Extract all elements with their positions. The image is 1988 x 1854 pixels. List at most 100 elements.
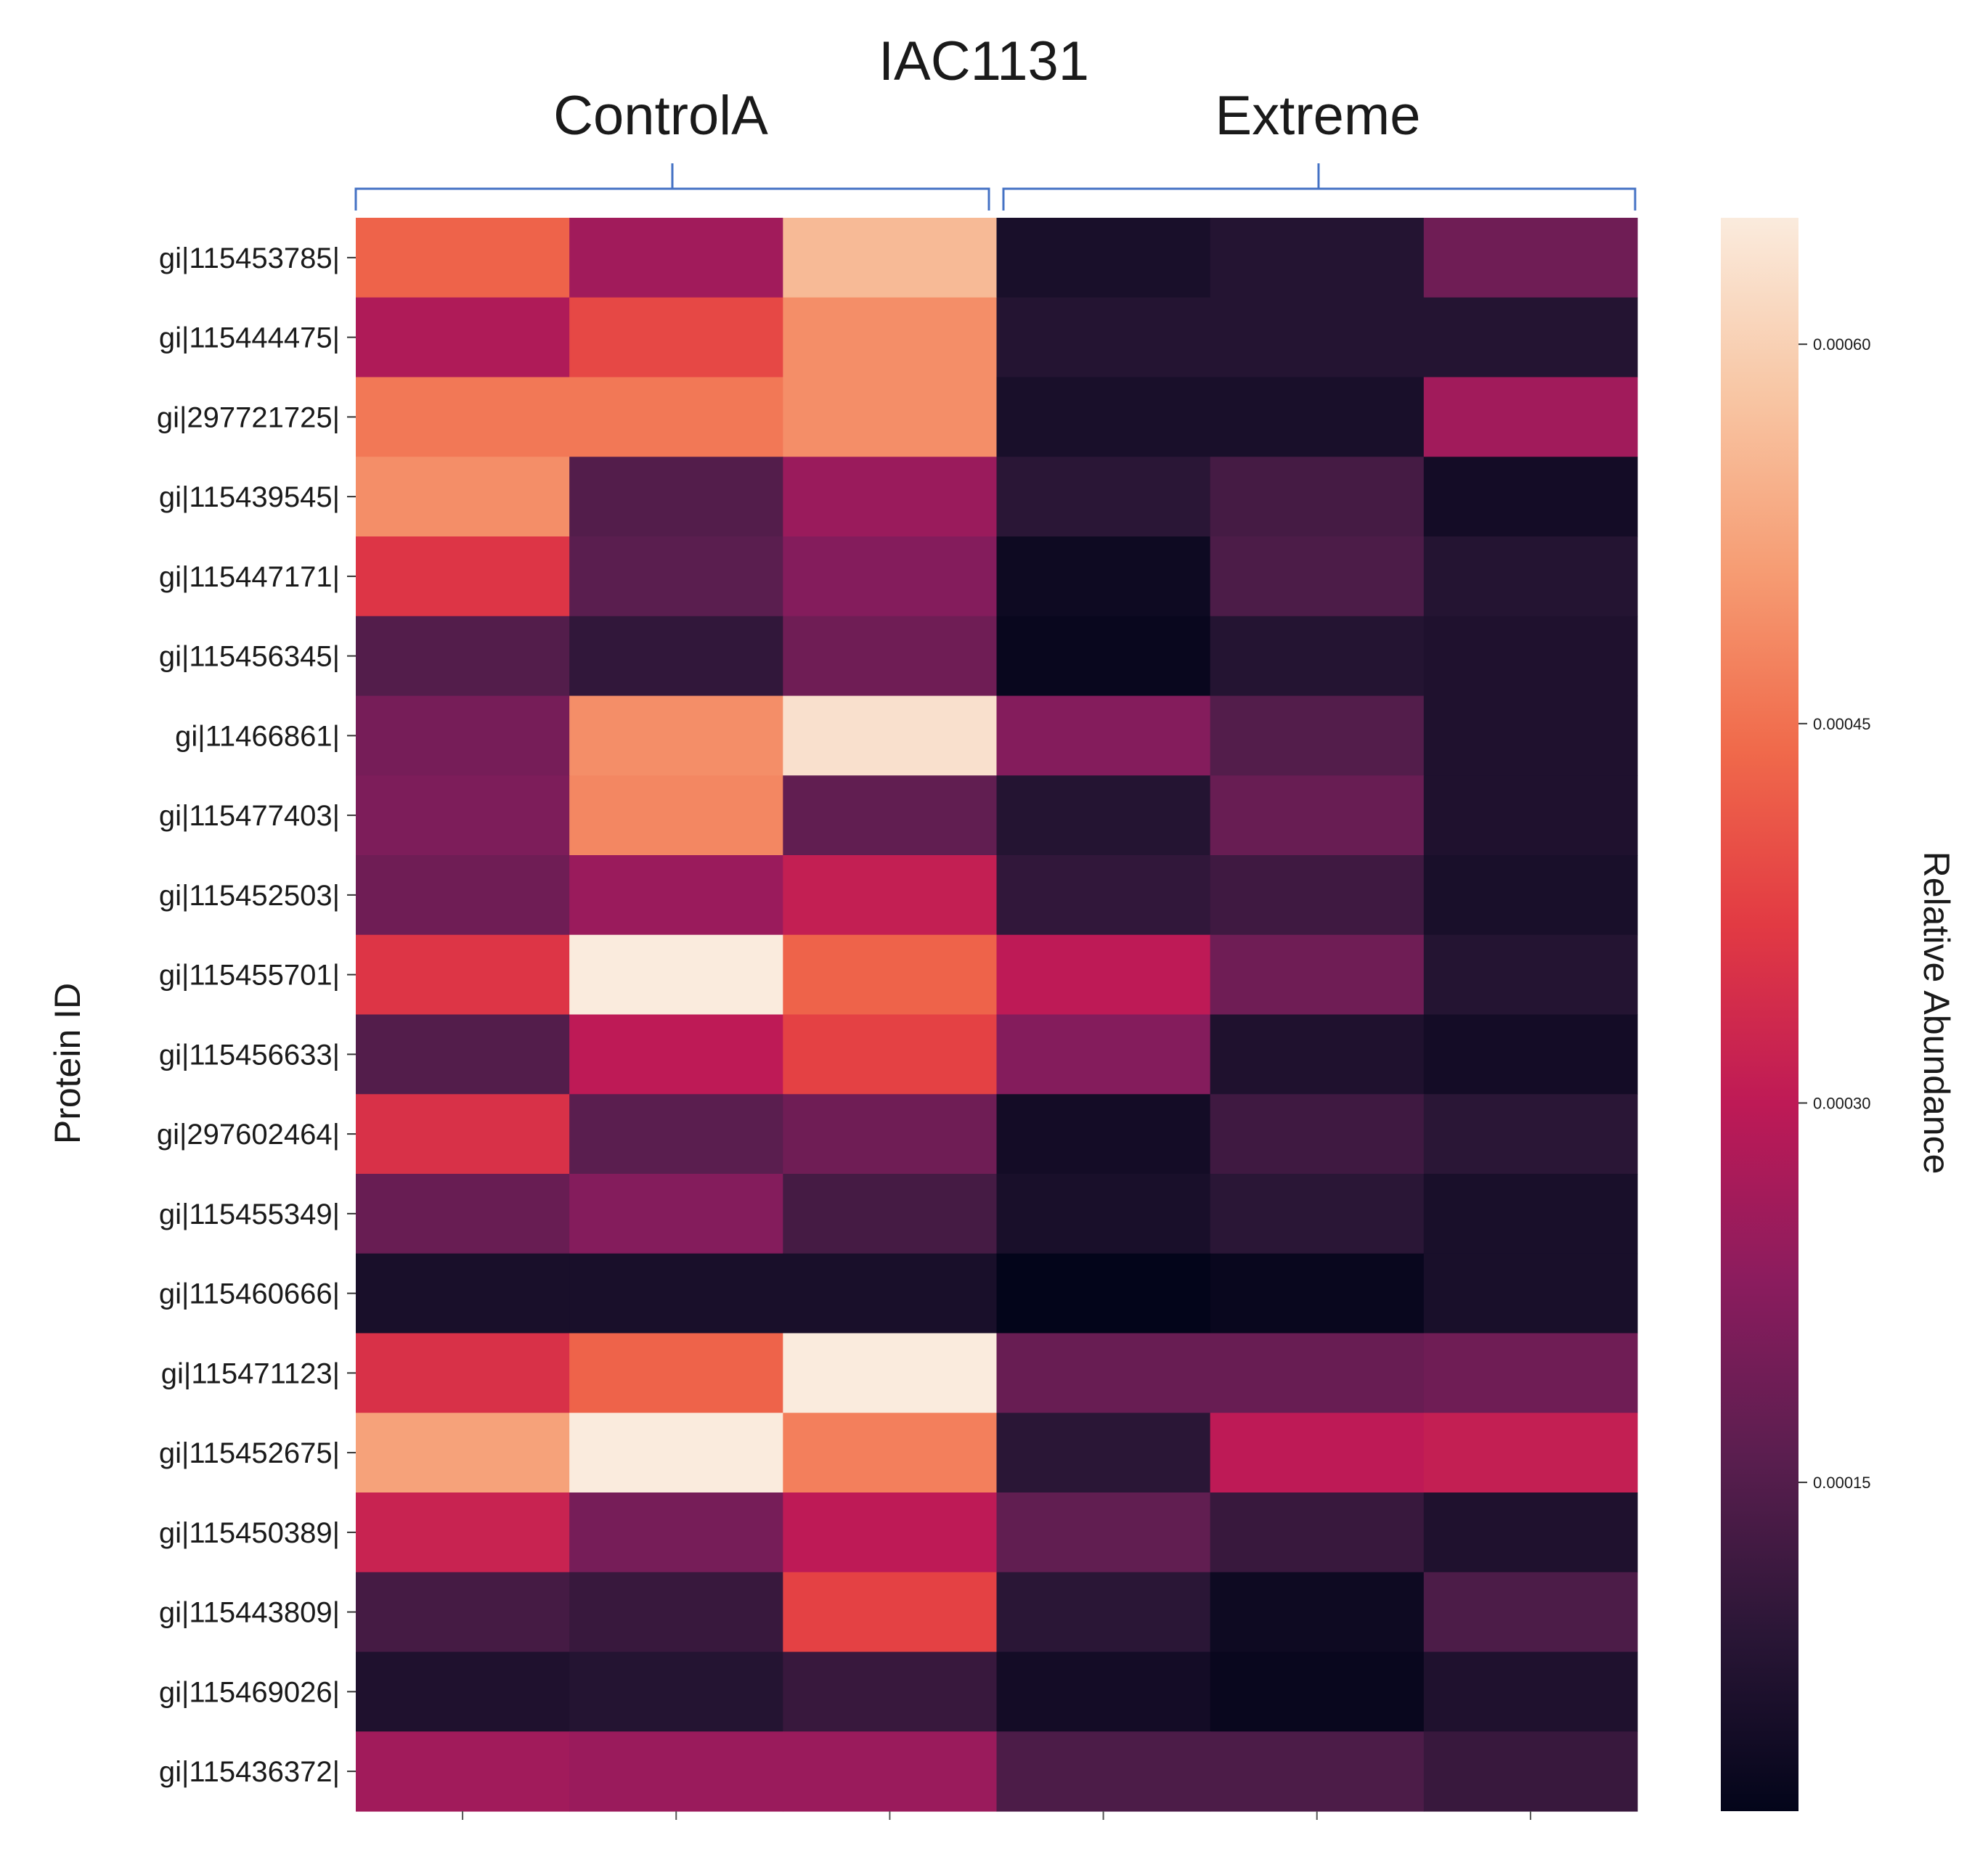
colorbar-label: Relative Abundance [1916, 852, 1957, 1175]
row-label: gi|115477403| [159, 800, 340, 832]
heatmap-cell [1423, 1094, 1638, 1175]
row-label: gi|115447171| [159, 561, 340, 593]
heatmap-cell [783, 1572, 998, 1653]
heatmap-cell [1423, 616, 1638, 697]
heatmap-cell [1423, 1333, 1638, 1413]
heatmap-cell [996, 616, 1211, 697]
heatmap-cell [996, 775, 1211, 856]
heatmap-cell [356, 457, 570, 537]
heatmap-cell [569, 695, 783, 776]
heatmap-cell [996, 457, 1211, 537]
heatmap-cell [783, 1014, 998, 1095]
heatmap-cell [996, 218, 1211, 298]
heatmap-cell [569, 218, 783, 298]
heatmap-cell [569, 297, 783, 378]
heatmap-cell [1210, 1731, 1425, 1812]
heatmap-cell [356, 1413, 570, 1493]
heatmap-cell [1423, 297, 1638, 378]
heatmap-cell [1210, 934, 1425, 1016]
heatmap-cell [783, 457, 998, 537]
heatmap-cell [1210, 1333, 1425, 1413]
heatmap-cell [783, 1174, 998, 1254]
group-bracket-control [354, 163, 990, 211]
heatmap-cell [356, 1572, 570, 1653]
row-label: gi|11466861| [175, 720, 340, 752]
heatmap-cell [783, 1333, 998, 1413]
heatmap-cell [1210, 1014, 1425, 1095]
row-label: gi|297602464| [157, 1119, 340, 1151]
heatmap-cell [1423, 1014, 1638, 1095]
heatmap-cell [1423, 1413, 1638, 1493]
row-label: gi|115455349| [159, 1198, 340, 1230]
heatmap-cell [783, 1731, 998, 1812]
heatmap-cell [569, 1731, 783, 1812]
heatmap-cell [356, 1014, 570, 1095]
row-label: gi|115453785| [159, 242, 340, 274]
heatmap-cell [1210, 1094, 1425, 1175]
heatmap-cell [1423, 1572, 1638, 1653]
heatmap-cell [569, 1651, 783, 1732]
heatmap-cell [1423, 457, 1638, 537]
row-label: gi|115452503| [159, 880, 340, 912]
heatmap-cell [569, 1094, 783, 1175]
heatmap-cell [569, 1014, 783, 1095]
heatmap-cell [783, 536, 998, 617]
heatmap-cell [1423, 1731, 1638, 1812]
row-label: gi|115452675| [159, 1437, 340, 1469]
row-label: gi|115455701| [159, 960, 340, 992]
heatmap-cell [356, 297, 570, 378]
heatmap-cell [1423, 1174, 1638, 1254]
heatmap-cell [783, 855, 998, 936]
heatmap-cell [356, 218, 570, 298]
heatmap-cell [996, 1014, 1211, 1095]
row-label: gi|115456633| [159, 1039, 340, 1071]
heatmap-cell [783, 297, 998, 378]
colorbar-ticks: 0.00060 0.00045 0.00030 0.00015 [1798, 335, 1871, 1492]
group-label-control: ControlA [553, 85, 768, 147]
heatmap-cell [996, 695, 1211, 776]
heatmap-cell [783, 377, 998, 457]
heatmap-cell [996, 377, 1211, 457]
heatmap-cell [569, 1492, 783, 1573]
heatmap-cell [1423, 377, 1638, 457]
heatmap-cell [356, 1253, 570, 1334]
heatmap-cell [569, 775, 783, 856]
heatmap-cell [569, 536, 783, 617]
heatmap-cell [1210, 855, 1425, 936]
heatmap-cell [569, 934, 783, 1016]
heatmap-cell [569, 1174, 783, 1254]
heatmap-cell [356, 616, 570, 697]
heatmap-cell [569, 616, 783, 697]
heatmap-cell [1210, 1572, 1425, 1653]
heatmap-cell [996, 536, 1211, 617]
heatmap-cell [356, 934, 570, 1016]
heatmap-cell [1423, 536, 1638, 617]
heatmap-cell [569, 377, 783, 457]
heatmap-cell [356, 1174, 570, 1254]
colorbar-tick-label: 0.00015 [1813, 1474, 1871, 1492]
heatmap-cell [996, 1731, 1211, 1812]
heatmap-cell [356, 695, 570, 776]
colorbar-tick-label: 0.00060 [1813, 335, 1871, 354]
row-label: gi|115436372| [159, 1756, 340, 1788]
heatmap-cell [783, 1651, 998, 1732]
heatmap-cell [1210, 536, 1425, 617]
group-label-extreme: Extreme [1215, 85, 1421, 147]
heatmap-cell [569, 1333, 783, 1413]
heatmap-cell [1210, 1413, 1425, 1493]
heatmap-cell [356, 1333, 570, 1413]
heatmap-cell [1210, 695, 1425, 776]
heatmap-cell [569, 457, 783, 537]
heatmap-cell [1423, 695, 1638, 776]
heatmap-cell [996, 1492, 1211, 1573]
heatmap-cell [996, 1253, 1211, 1334]
heatmap-cell [783, 1094, 998, 1175]
heatmap-cell [1210, 1651, 1425, 1732]
row-label: gi|115444475| [159, 322, 340, 354]
colorbar-tick-label: 0.00030 [1813, 1094, 1871, 1112]
heatmap-cell [996, 1333, 1211, 1413]
heatmap-cell [1210, 218, 1425, 298]
heatmap-cell [996, 297, 1211, 378]
heatmap-cell [356, 1094, 570, 1175]
